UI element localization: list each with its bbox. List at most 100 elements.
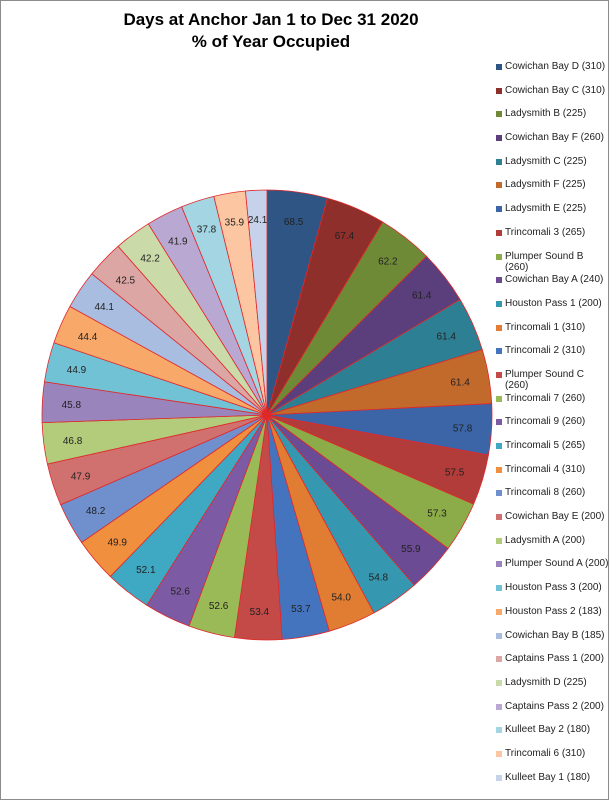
legend-label: Ladysmith C (225)	[505, 155, 587, 167]
legend-swatch	[496, 348, 502, 355]
legend-swatch	[496, 514, 502, 521]
legend-entry: Cowichan Bay B (185)	[493, 630, 607, 654]
slice-data-label: 57.8	[453, 424, 473, 435]
legend-swatch	[496, 632, 502, 639]
slice-data-label: 53.7	[291, 604, 311, 615]
legend-entry: Cowichan Bay C (310)	[493, 85, 607, 109]
legend-swatch	[496, 727, 502, 734]
legend-swatch	[496, 277, 502, 284]
legend-label: Houston Pass 1 (200)	[505, 297, 602, 309]
slice-data-label: 42.5	[116, 276, 136, 287]
slice-data-label: 48.2	[86, 506, 106, 517]
legend-entry: Cowichan Bay A (240)	[493, 274, 607, 298]
slice-data-label: 53.4	[250, 607, 270, 618]
legend-label: Trincomali 4 (310)	[505, 463, 586, 475]
slice-data-label: 49.9	[107, 537, 127, 548]
legend-swatch	[496, 135, 502, 142]
slice-data-label: 45.8	[62, 400, 82, 411]
slice-data-label: 54.0	[331, 592, 351, 603]
legend-swatch	[496, 466, 502, 473]
legend-swatch	[496, 111, 502, 118]
slice-data-label: 44.9	[67, 365, 87, 376]
legend-entry: Trincomali 8 (260)	[493, 487, 607, 511]
legend-label: Cowichan Bay D (310)	[505, 61, 606, 72]
chart-title: Days at Anchor Jan 1 to Dec 31 2020 % of…	[61, 9, 481, 53]
legend-entry: Ladysmith C (225)	[493, 156, 607, 180]
slice-data-label: 61.4	[436, 332, 456, 343]
slice-data-label: 68.5	[284, 217, 304, 228]
legend-label: Plumper Sound A (200)	[505, 558, 609, 570]
legend-label: Cowichan Bay E (200)	[505, 511, 605, 523]
slice-data-label: 41.9	[168, 236, 188, 247]
legend-swatch	[496, 395, 502, 402]
slice-data-label: 46.8	[63, 436, 83, 447]
legend-entry: Ladysmith F (225)	[493, 179, 607, 203]
slice-data-label: 44.1	[94, 302, 114, 313]
legend-swatch	[496, 300, 502, 307]
legend-entry: Trincomali 1 (310)	[493, 322, 607, 346]
legend-label: Ladysmith A (200)	[505, 534, 586, 546]
legend-entry: Trincomali 6 (310)	[493, 748, 607, 772]
slice-data-label: 54.8	[369, 572, 389, 583]
chart-title-line2: % of Year Occupied	[191, 32, 351, 51]
slice-data-label: 52.6	[170, 587, 190, 598]
legend-entry: Ladysmith A (200)	[493, 535, 607, 559]
legend-swatch	[496, 158, 502, 165]
legend-swatch	[496, 490, 502, 497]
legend-entry: Houston Pass 3 (200)	[493, 582, 607, 606]
legend-swatch	[496, 371, 502, 378]
legend-entry: Houston Pass 2 (183)	[493, 606, 607, 630]
legend-swatch	[496, 206, 502, 213]
legend-swatch	[496, 608, 502, 615]
slice-data-label: 57.5	[445, 468, 465, 479]
legend-swatch	[496, 182, 502, 189]
legend-label: Trincomali 7 (260)	[505, 392, 586, 404]
legend-entry: Trincomali 4 (310)	[493, 464, 607, 488]
legend-swatch	[496, 253, 502, 260]
legend-entry: Trincomali 2 (310)	[493, 345, 607, 369]
legend-label: Captains Pass 1 (200)	[505, 653, 604, 665]
legend-entry: Cowichan Bay E (200)	[493, 511, 607, 535]
legend-entry: Captains Pass 2 (200)	[493, 701, 607, 725]
legend-entry: Trincomali 3 (265)	[493, 227, 607, 251]
legend-label: Ladysmith B (225)	[505, 108, 587, 120]
slice-data-label: 62.2	[378, 257, 398, 268]
slice-data-label: 52.1	[136, 565, 156, 576]
legend-swatch	[496, 774, 502, 781]
legend-swatch	[496, 537, 502, 544]
legend-swatch	[496, 561, 502, 568]
chart-title-line1: Days at Anchor Jan 1 to Dec 31 2020	[123, 10, 419, 29]
legend-entry: Kulleet Bay 1 (180)	[493, 772, 607, 796]
legend-label: Trincomali 2 (310)	[505, 345, 586, 357]
legend-entry: Trincomali 7 (260)	[493, 393, 607, 417]
legend-label: Cowichan Bay A (240)	[505, 274, 604, 286]
legend-label: Trincomali 3 (265)	[505, 226, 586, 238]
slice-data-label: 55.9	[401, 544, 421, 555]
legend-label: Cowichan Bay B (185)	[505, 629, 605, 641]
legend-swatch	[496, 229, 502, 236]
pie-slice	[245, 189, 268, 416]
legend-label: Kulleet Bay 1 (180)	[505, 771, 591, 783]
legend-label: Captains Pass 2 (200)	[505, 700, 604, 712]
legend-entry: Ladysmith E (225)	[493, 203, 607, 227]
legend-entry: Houston Pass 1 (200)	[493, 298, 607, 322]
legend-swatch	[496, 679, 502, 686]
legend-label: Trincomali 1 (310)	[505, 321, 586, 333]
legend-entry: Kulleet Bay 2 (180)	[493, 724, 607, 748]
legend-entry: Plumper Sound A (200)	[493, 558, 609, 582]
legend-entry: Cowichan Bay F (260)	[493, 132, 607, 156]
legend-entry: Plumper Sound B (260)	[493, 251, 607, 275]
legend-label: Ladysmith F (225)	[505, 179, 586, 191]
legend-entry: Cowichan Bay D (310)	[493, 61, 607, 85]
legend-label: Houston Pass 3 (200)	[505, 582, 602, 594]
legend-label: Cowichan Bay F (260)	[505, 132, 604, 144]
legend-swatch	[496, 656, 502, 663]
legend-label: Cowichan Bay C (310)	[505, 84, 606, 96]
legend-swatch	[496, 87, 502, 94]
legend-entry: Ladysmith B (225)	[493, 108, 607, 132]
legend-label: Trincomali 5 (265)	[505, 440, 586, 451]
legend-entry: Captains Pass 1 (200)	[493, 653, 607, 677]
legend-swatch	[496, 750, 502, 757]
